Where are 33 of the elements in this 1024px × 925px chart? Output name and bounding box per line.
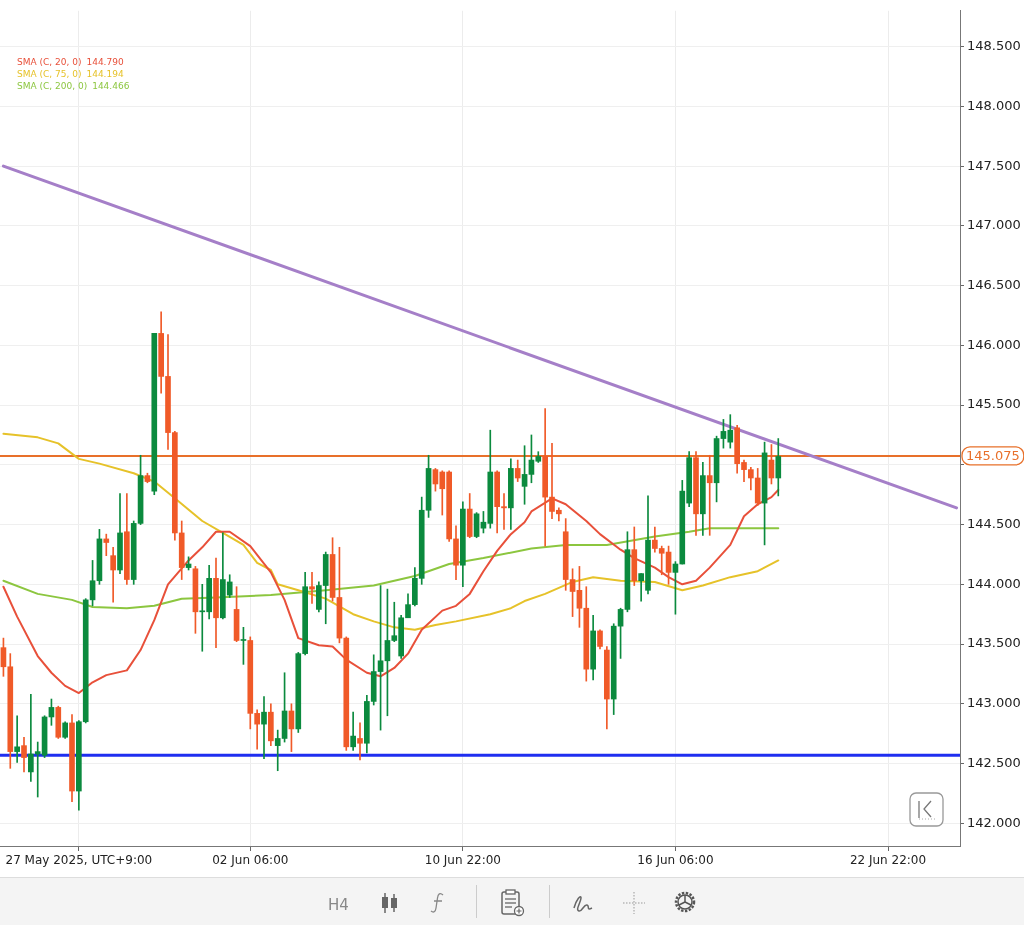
- y-tick-label: 145.500: [967, 396, 1021, 412]
- y-tick-label: 144.000: [967, 575, 1021, 591]
- x-tick-label: 27 May 2025, UTC+9:00: [5, 853, 153, 868]
- y-tick-label: 146.000: [967, 336, 1021, 352]
- text: H4: [328, 896, 349, 914]
- y-tick-label: 142.000: [967, 814, 1021, 830]
- annotation: 144.194: [86, 69, 124, 79]
- candlestick: [706, 454, 713, 536]
- ref-line-label: 145.075: [966, 448, 1020, 464]
- y-tick-label: 142.500: [967, 754, 1021, 770]
- y-tick-label: 148.500: [967, 38, 1021, 54]
- candlestick: [309, 572, 315, 604]
- text: SMA (C, 75, 0): [17, 69, 82, 79]
- text: SMA (C, 20, 0): [17, 57, 82, 67]
- text: SMA (C, 200, 0): [17, 81, 88, 91]
- candlestick: [14, 715, 20, 763]
- annotation: 144.790: [86, 57, 124, 67]
- x-tick-label: 16 Jun 06:00: [637, 853, 714, 868]
- x-tick-label: 22 Jun 22:00: [849, 853, 927, 868]
- y-tick-label: 147.500: [967, 157, 1021, 173]
- y-tick-label: 143.000: [967, 695, 1021, 711]
- y-tick-label: 147.000: [967, 217, 1021, 233]
- annotation: 144.466: [92, 81, 130, 91]
- x-tick-label: 02 Jun 06:00: [212, 853, 289, 868]
- y-tick-label: 144.500: [967, 515, 1021, 531]
- candlestick: [261, 696, 267, 760]
- candlestick: [357, 722, 363, 761]
- y-tick-label: 148.000: [967, 97, 1021, 113]
- candlestick: [28, 693, 34, 782]
- candlestick: [103, 533, 110, 556]
- x-tick-label: 10 Jun 22:00: [424, 853, 501, 868]
- y-tick-label: 143.500: [967, 635, 1021, 651]
- y-tick-label: 146.500: [967, 276, 1021, 292]
